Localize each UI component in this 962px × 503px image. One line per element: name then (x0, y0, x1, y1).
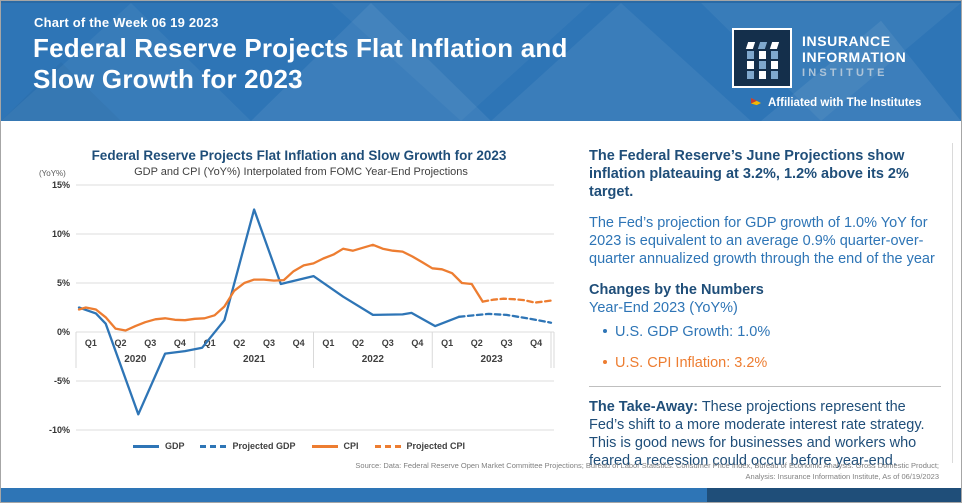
insight-headline: The Federal Reserve’s June Projections s… (589, 148, 909, 200)
footer-bar (1, 488, 961, 502)
iii-logo-mark (732, 28, 792, 88)
legend-swatch (311, 444, 338, 448)
header-banner: Chart of the Week 06 19 2023 Federal Res… (1, 1, 961, 121)
page-title-line1: Federal Reserve Projects Flat Inflation … (33, 33, 568, 63)
quarter-label: Q1 (204, 338, 216, 348)
affiliated-badge: Affiliated with The Institutes (750, 97, 921, 109)
page-title-line2: Slow Growth for 2023 (33, 64, 303, 94)
panel-right-divider (952, 143, 953, 463)
quarter-label: Q1 (85, 338, 97, 348)
quarter-label: Q4 (174, 338, 186, 348)
brand-name-line1: INSURANCE (802, 33, 891, 49)
legend-swatch (132, 444, 159, 448)
changes-heading: Changes by the Numbers (589, 282, 764, 298)
legend-item-projected-cpi: Projected CPI (374, 441, 466, 451)
y-tick-label: -5% (54, 376, 70, 386)
brand-name-line2: INFORMATION (802, 49, 907, 65)
year-label: 2021 (243, 354, 266, 365)
series-cpi (77, 243, 484, 332)
legend-label: CPI (343, 441, 359, 451)
footer-bar-left (1, 488, 707, 502)
quarter-label: Q3 (382, 338, 394, 348)
year-label: 2020 (124, 354, 147, 365)
iii-column (757, 41, 767, 79)
quarter-label: Q1 (322, 338, 334, 348)
quarter-label: Q2 (471, 338, 483, 348)
quarter-label: Q2 (352, 338, 364, 348)
brand-text: INSURANCE INFORMATION INSTITUTE (802, 28, 906, 88)
legend-item-projected-gdp: Projected GDP (200, 441, 296, 451)
brand-logo: INSURANCE INFORMATION INSTITUTE (732, 28, 906, 88)
source-line2: Analysis: Insurance Information Institut… (745, 472, 939, 481)
bullet-label: U.S. GDP Growth: 1.0% (615, 324, 771, 340)
quarter-label: Q3 (144, 338, 156, 348)
quarter-label: Q3 (500, 338, 512, 348)
quarter-label: Q2 (233, 338, 245, 348)
bullet-dot (603, 329, 607, 333)
insight-paragraph: The Fed’s projection for GDP growth of 1… (589, 215, 935, 267)
legend-swatch (374, 444, 401, 448)
bullet-dot (603, 360, 607, 364)
legend-label: Projected GDP (232, 441, 296, 451)
takeaway-paragraph: The Take-Away: These projections represe… (589, 398, 941, 470)
takeaway-lead: The Take-Away: (589, 399, 699, 415)
year-label: 2022 (362, 354, 385, 365)
series-projected-gdp (457, 312, 553, 324)
legend-item-cpi: CPI (311, 441, 359, 451)
chart-title: Federal Reserve Projects Flat Inflation … (91, 148, 507, 163)
takeaway-separator (589, 386, 941, 387)
bullet-item-1: U.S. CPI Inflation: 3.2% (603, 354, 941, 372)
quarter-label: Q4 (411, 338, 423, 348)
y-tick-label: 15% (52, 180, 70, 190)
series-projected-cpi (481, 297, 553, 304)
bullet-label: U.S. CPI Inflation: 3.2% (615, 355, 768, 371)
iii-column (769, 41, 779, 79)
footer-bar-right (707, 488, 961, 502)
y-tick-label: 0% (57, 327, 70, 337)
y-tick-label: 10% (52, 229, 70, 239)
series-gdp (77, 208, 461, 416)
brand-name-line3: INSTITUTE (802, 67, 888, 79)
quarter-label: Q1 (441, 338, 453, 348)
quarter-label: Q4 (530, 338, 542, 348)
chart-legend: GDP Projected GDP CPI Projected CPI (37, 441, 561, 451)
changes-subheading: Year-End 2023 (YoY%) (589, 300, 738, 316)
y-tick-label: -10% (49, 425, 70, 435)
iii-column (745, 41, 755, 79)
quarter-label: Q4 (293, 338, 305, 348)
source-note: Source: Data: Federal Reserve Open Marke… (179, 460, 939, 482)
legend-label: Projected CPI (406, 441, 466, 451)
quarter-label: Q3 (263, 338, 275, 348)
legend-swatch (200, 444, 227, 448)
legend-item-gdp: GDP (132, 441, 185, 451)
insight-panel: The Federal Reserve’s June Projections s… (589, 147, 941, 470)
bullet-list: U.S. GDP Growth: 1.0% U.S. CPI Inflation:… (589, 323, 941, 372)
source-line1: Source: Data: Federal Reserve Open Marke… (355, 461, 939, 470)
chart-of-week-label: Chart of the Week 06 19 2023 (34, 15, 219, 30)
chart-subtitle: GDP and CPI (YoY%) Interpolated from FOM… (134, 166, 468, 178)
bullet-item-0: U.S. GDP Growth: 1.0% (603, 323, 941, 341)
takeaway-text: These projections represent the Fed’s sh… (589, 399, 925, 469)
affiliated-triangle-icon (751, 98, 761, 108)
affiliated-label: Affiliated with The Institutes (768, 97, 922, 109)
page-title: Federal Reserve Projects Flat Inflation … (33, 33, 568, 95)
line-chart: 15% 10% 5% 0% -5% -10% Q1 Q2 Q3 Q4 Q1 Q2 Q3 Q4 Q1 Q2 Q3 Q… (49, 180, 555, 435)
y-axis-unit-label: (YoY%) (39, 169, 66, 178)
legend-label: GDP (164, 441, 185, 451)
year-label: 2023 (481, 354, 504, 365)
y-tick-label: 5% (57, 278, 70, 288)
quarter-label: Q2 (115, 338, 127, 348)
